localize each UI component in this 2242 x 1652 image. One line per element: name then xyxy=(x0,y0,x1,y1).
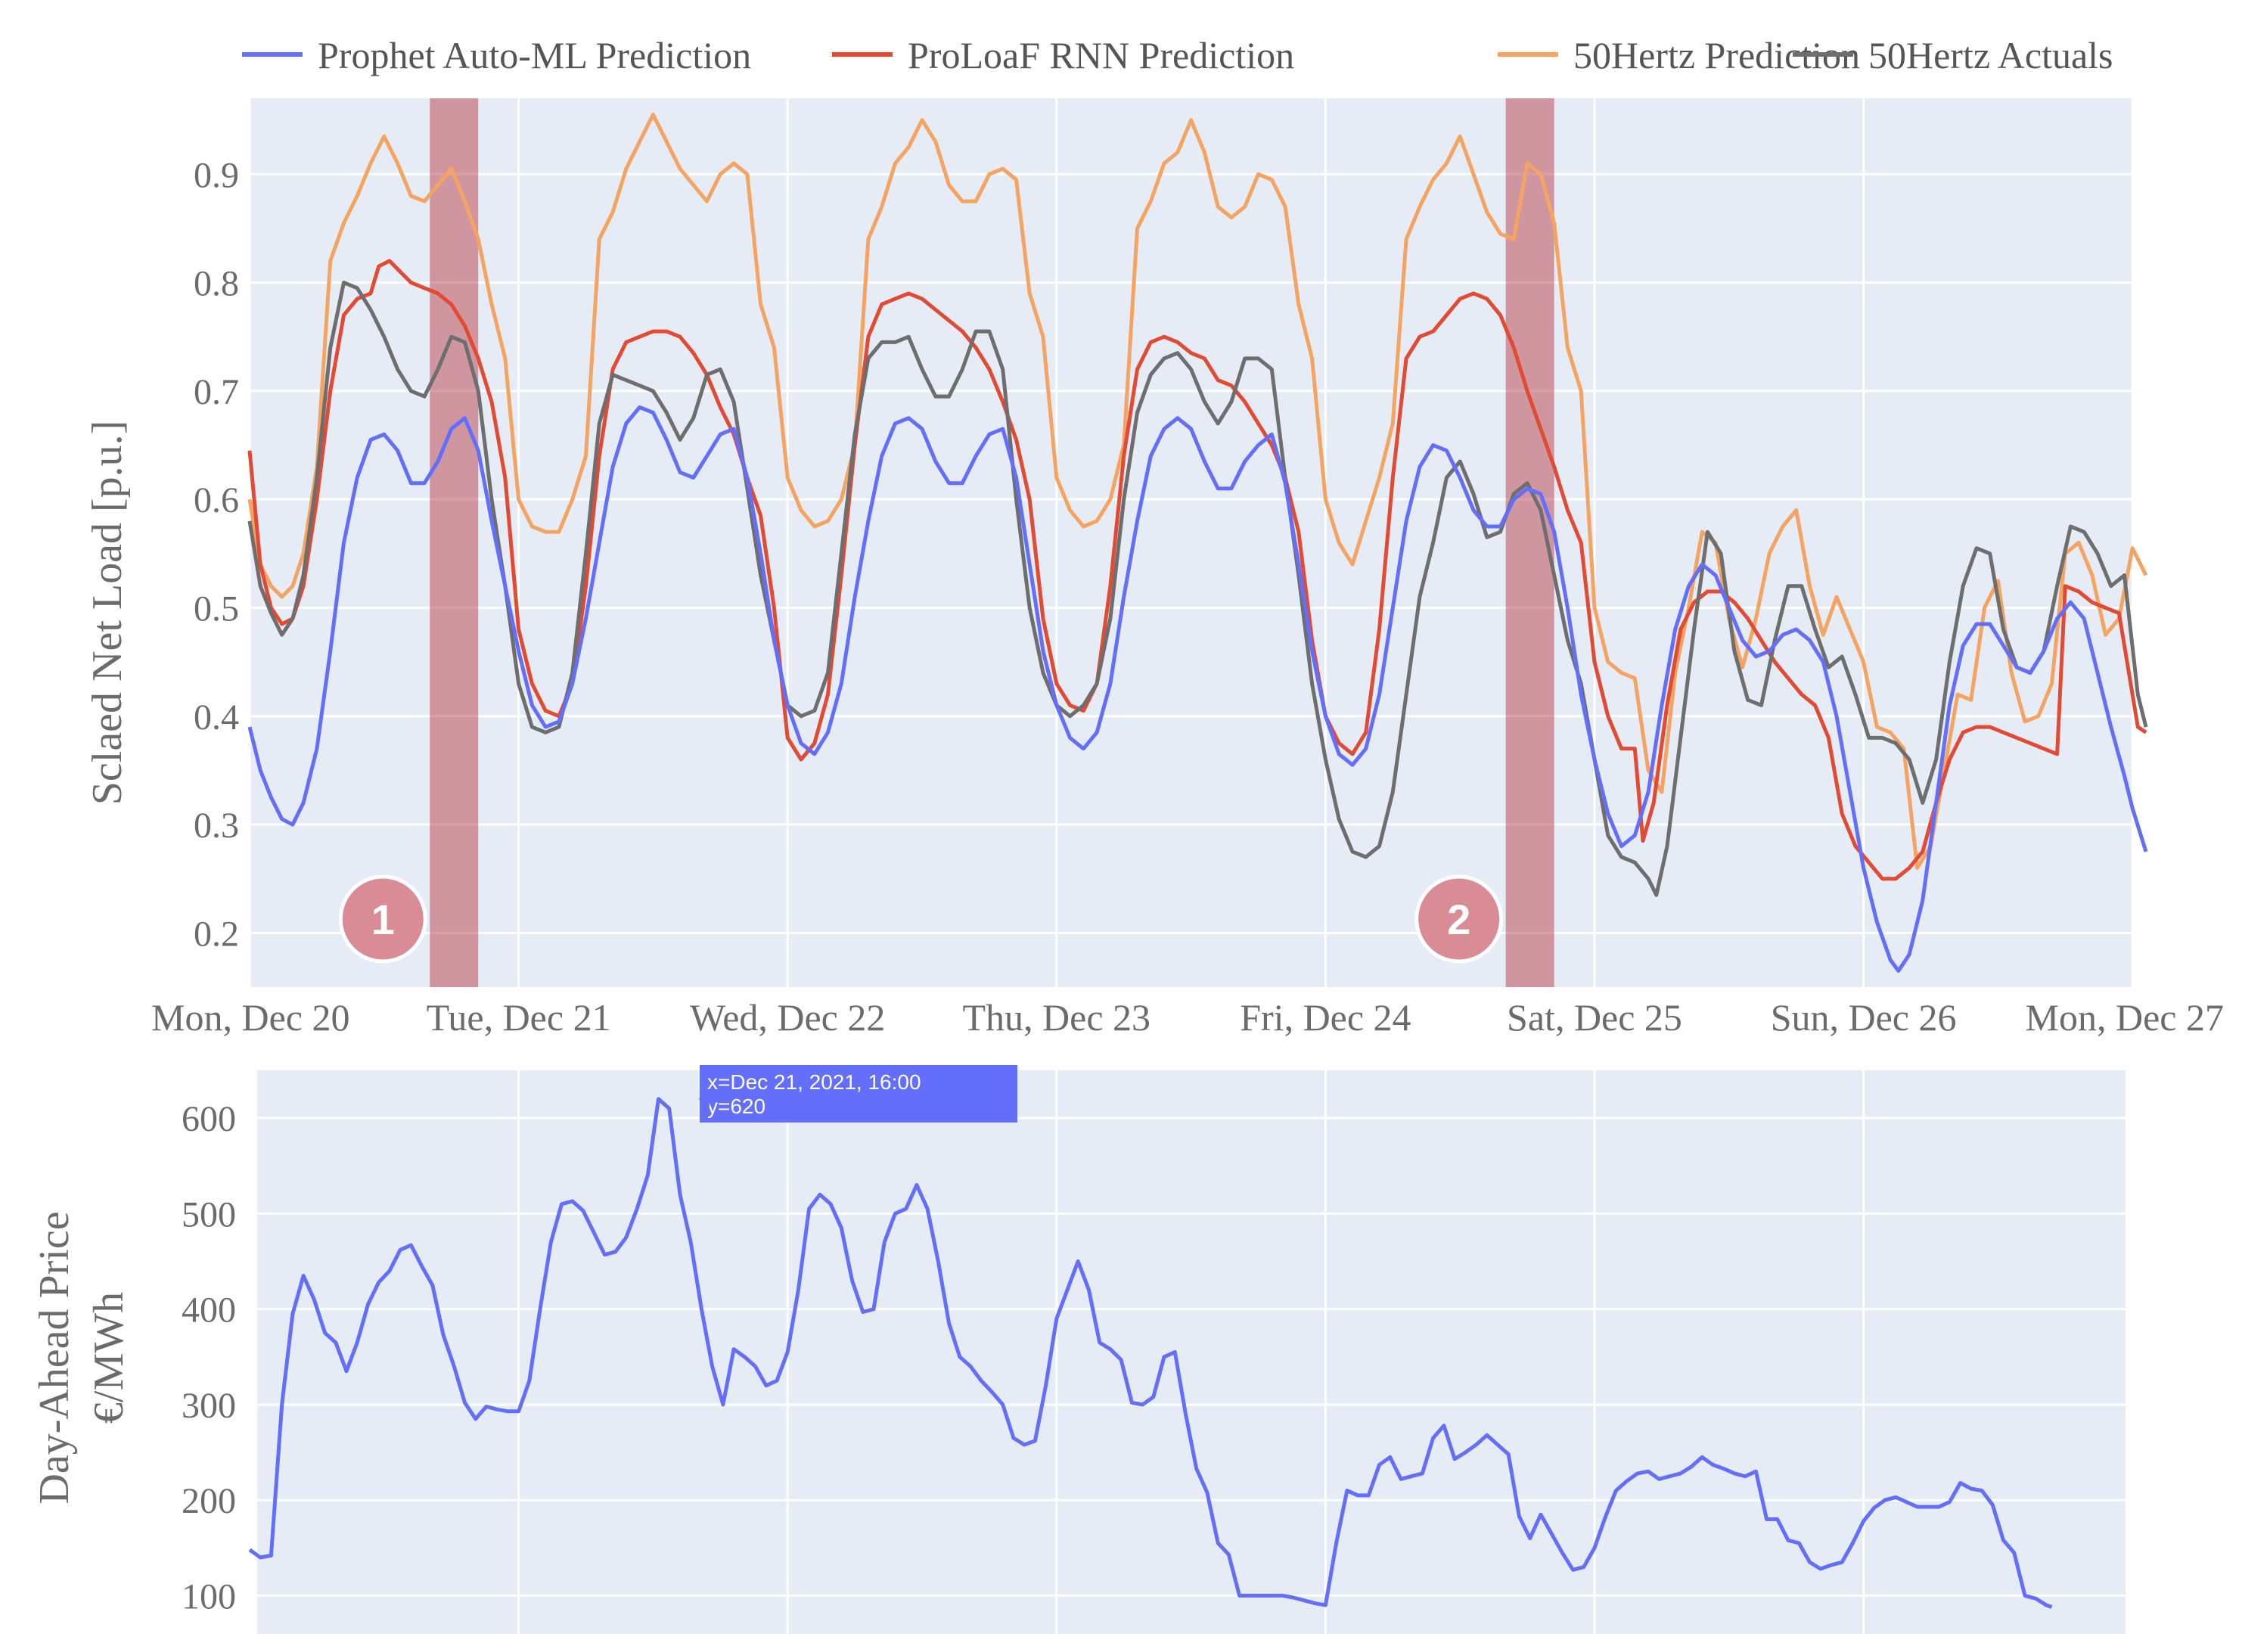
series-line-day-ahead-price[interactable] xyxy=(248,1097,2053,1609)
y-tick-label: 600 xyxy=(182,1099,236,1139)
legend-item[interactable]: Prophet Auto-ML Prediction xyxy=(242,34,751,76)
x-tick-label: Fri, Dec 24 xyxy=(1240,996,1411,1039)
price-series[interactable] xyxy=(248,1097,2053,1609)
band-marker-circle xyxy=(1414,874,1504,964)
x-tick-label: Mon, Dec 20 xyxy=(151,996,349,1039)
band-marker-label: 2 xyxy=(1447,896,1470,943)
price-gridlines xyxy=(257,1070,2126,1634)
y-tick-label: 0.5 xyxy=(194,588,239,629)
y-tick-label: 100 xyxy=(182,1576,236,1616)
price-y-axis-title-line2: €/MWh xyxy=(85,1292,132,1424)
series-line-50hertz-actuals[interactable] xyxy=(247,281,2148,897)
price-plot-background xyxy=(257,1070,2126,1634)
hover-tooltip-box xyxy=(700,1065,1017,1123)
y-tick-label: 0.4 xyxy=(194,697,239,738)
x-tick-label: Wed, Dec 22 xyxy=(690,996,885,1039)
price-y-ticks: 100 200 300 400 500 600 xyxy=(182,1099,236,1616)
legend[interactable]: Prophet Auto-ML Prediction ProLoaF RNN Pr… xyxy=(242,34,2113,76)
hover-tooltip-y: y=620 xyxy=(707,1095,765,1118)
legend-label: Prophet Auto-ML Prediction xyxy=(318,34,751,76)
y-tick-label: 0.9 xyxy=(194,155,239,195)
net-load-y-ticks: 0.2 0.3 0.4 0.5 0.6 0.7 0.8 0.9 xyxy=(194,155,239,954)
y-tick-label: 500 xyxy=(182,1194,236,1234)
band-marker-circle xyxy=(338,874,427,964)
x-tick-label: Tue, Dec 21 xyxy=(427,996,611,1039)
hover-tooltip: x=Dec 21, 2021, 16:00 y=620 xyxy=(698,1065,1017,1123)
x-tick-label: Sat, Dec 25 xyxy=(1507,996,1682,1039)
y-tick-label: 0.3 xyxy=(194,806,239,846)
series-line-50hertz-prediction[interactable] xyxy=(247,113,2148,870)
y-tick-label: 200 xyxy=(182,1481,236,1521)
x-axis-date-ticks: Mon, Dec 20 Tue, Dec 21 Wed, Dec 22 Thu, De… xyxy=(151,996,2224,1039)
y-tick-label: 0.8 xyxy=(194,264,239,304)
net-load-series[interactable] xyxy=(247,113,2148,973)
y-tick-label: 0.6 xyxy=(194,480,239,520)
series-line-prophet-auto-ml-prediction[interactable] xyxy=(247,405,2148,973)
band-marker-label: 1 xyxy=(371,896,395,943)
net-load-y-axis-title: Sclaed Net Load [p.u.] xyxy=(84,421,131,805)
legend-label: ProLoaF RNN Prediction xyxy=(908,34,1294,76)
price-y-axis-title-line1: Day-Ahead Price xyxy=(31,1211,78,1504)
hover-pointer xyxy=(698,1088,710,1110)
x-tick-label: Mon, Dec 27 xyxy=(2026,996,2224,1039)
net-load-plot-background xyxy=(250,98,2133,987)
highlight-band xyxy=(430,98,479,987)
y-tick-label: 300 xyxy=(182,1386,236,1426)
legend-item[interactable]: ProLoaF RNN Prediction xyxy=(832,34,1294,76)
x-tick-label: Sun, Dec 26 xyxy=(1771,996,1957,1039)
x-tick-label: Thu, Dec 23 xyxy=(963,996,1151,1039)
legend-label: 50Hertz Actuals xyxy=(1868,34,2113,76)
y-tick-label: 0.2 xyxy=(194,914,239,954)
hover-tooltip-x: x=Dec 21, 2021, 16:00 xyxy=(707,1070,921,1094)
y-tick-label: 400 xyxy=(182,1290,236,1331)
series-line-proloaf-rnn-prediction[interactable] xyxy=(247,259,2147,881)
y-tick-label: 0.7 xyxy=(194,372,239,412)
price-chart[interactable]: 100 200 300 400 500 600 Day-Ahead Price €/MWh… xyxy=(31,1065,2126,1634)
legend-item[interactable]: 50Hertz Actuals xyxy=(1793,34,2113,76)
